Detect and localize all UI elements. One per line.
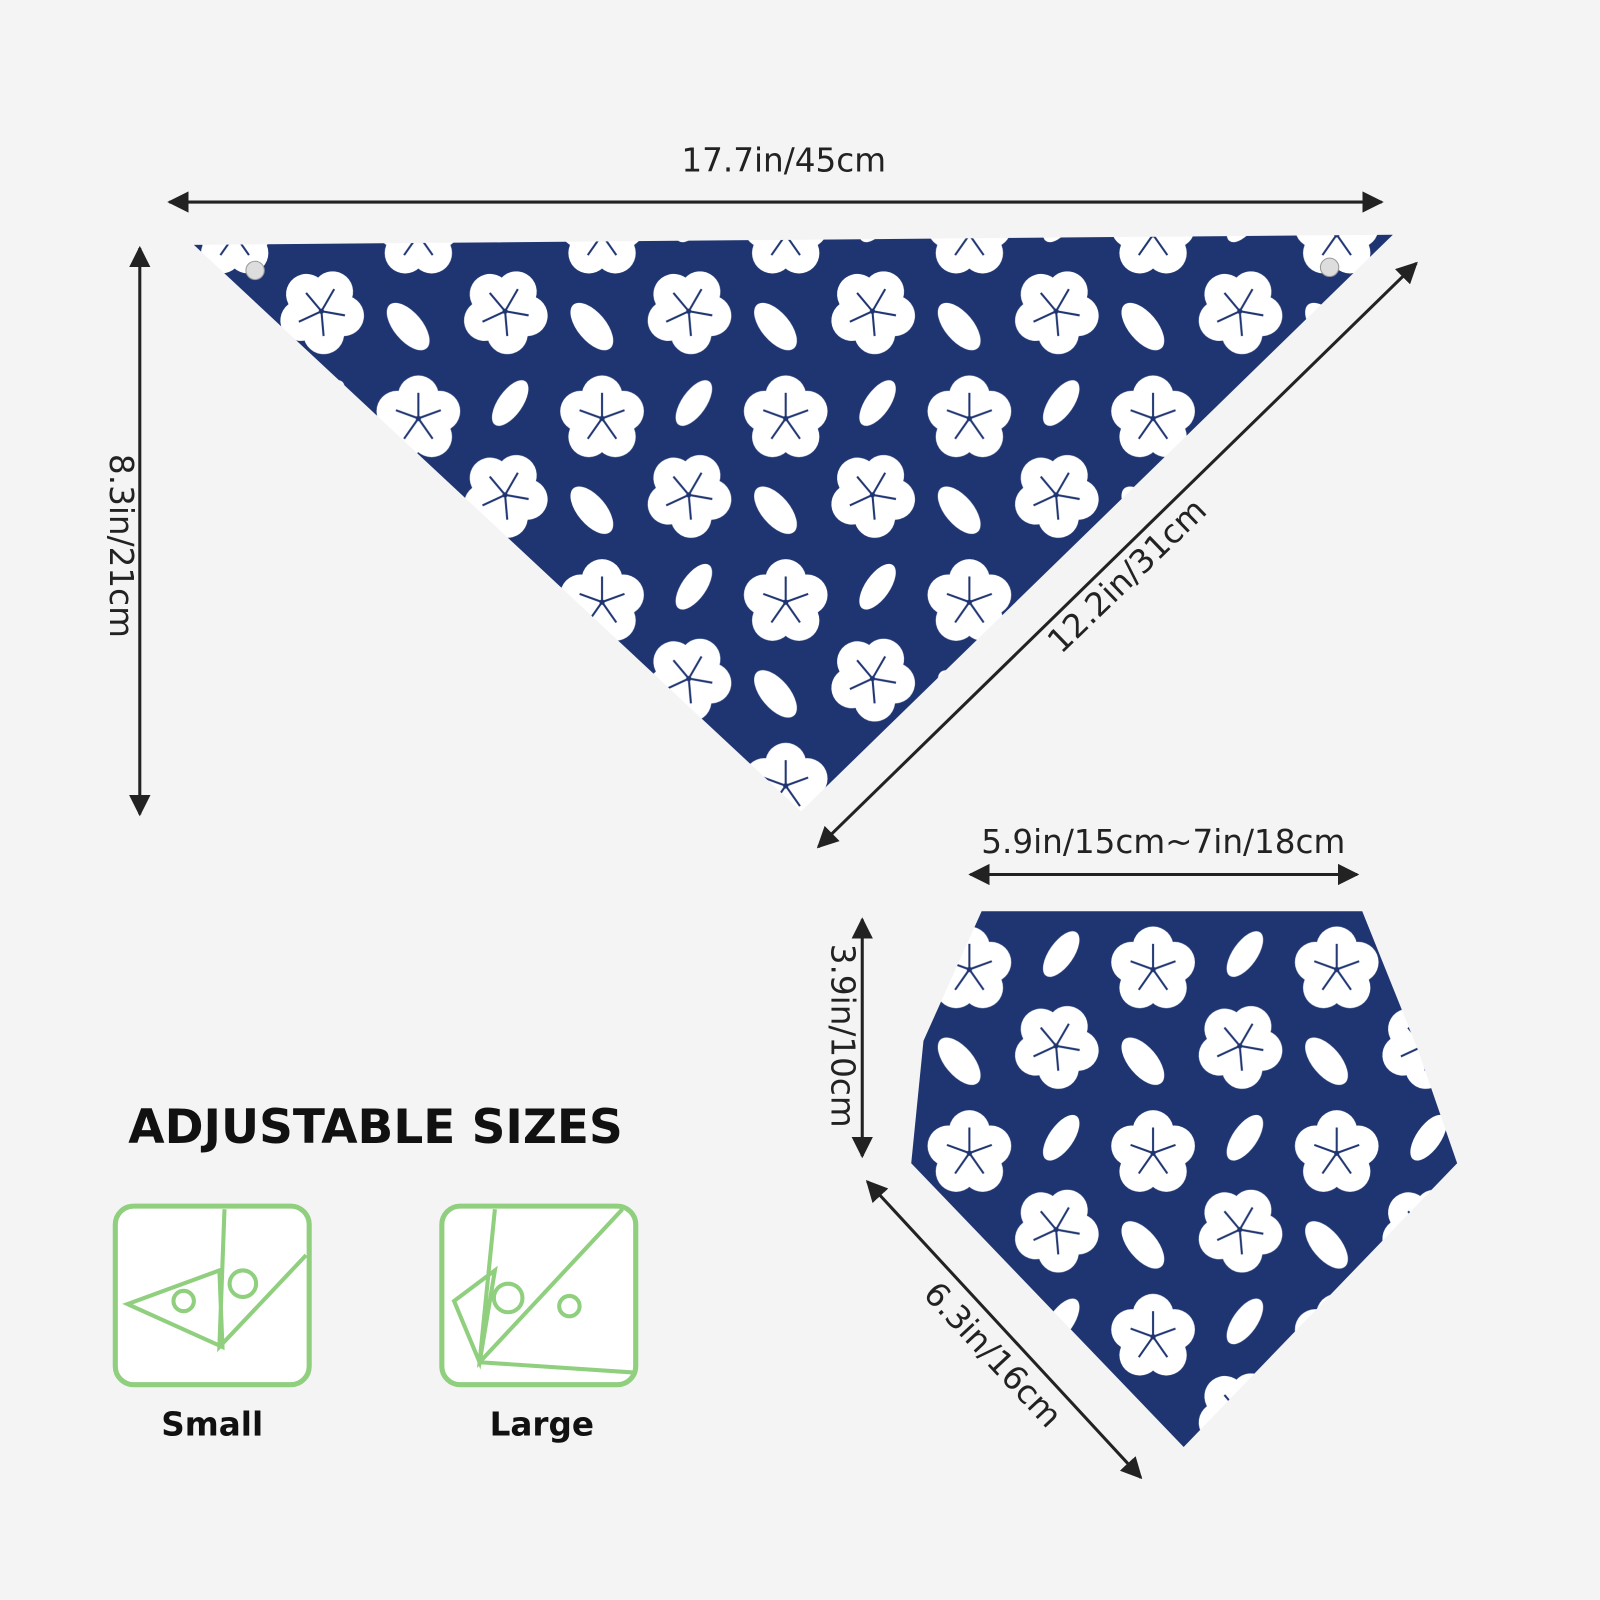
small-bandana <box>911 911 1458 1447</box>
snap <box>245 260 265 281</box>
large-icon <box>439 1203 639 1388</box>
option-label: Small <box>161 1406 263 1444</box>
dimension-label: 5.9in/15cm~7in/18cm <box>981 823 1345 861</box>
dimension-label: 17.7in/45cm <box>681 141 886 179</box>
dimension-label: 3.9in/10cm <box>824 944 862 1128</box>
dimension-label: 8.3in/21cm <box>102 454 140 638</box>
small-icon <box>112 1203 312 1388</box>
section-title: ADJUSTABLE SIZES <box>128 1100 622 1155</box>
dimension-arrow <box>865 1180 1143 1480</box>
large-bandana <box>193 234 1393 812</box>
snap <box>1319 257 1340 278</box>
dimension-arrow <box>816 261 1418 849</box>
option-label: Large <box>490 1406 594 1444</box>
